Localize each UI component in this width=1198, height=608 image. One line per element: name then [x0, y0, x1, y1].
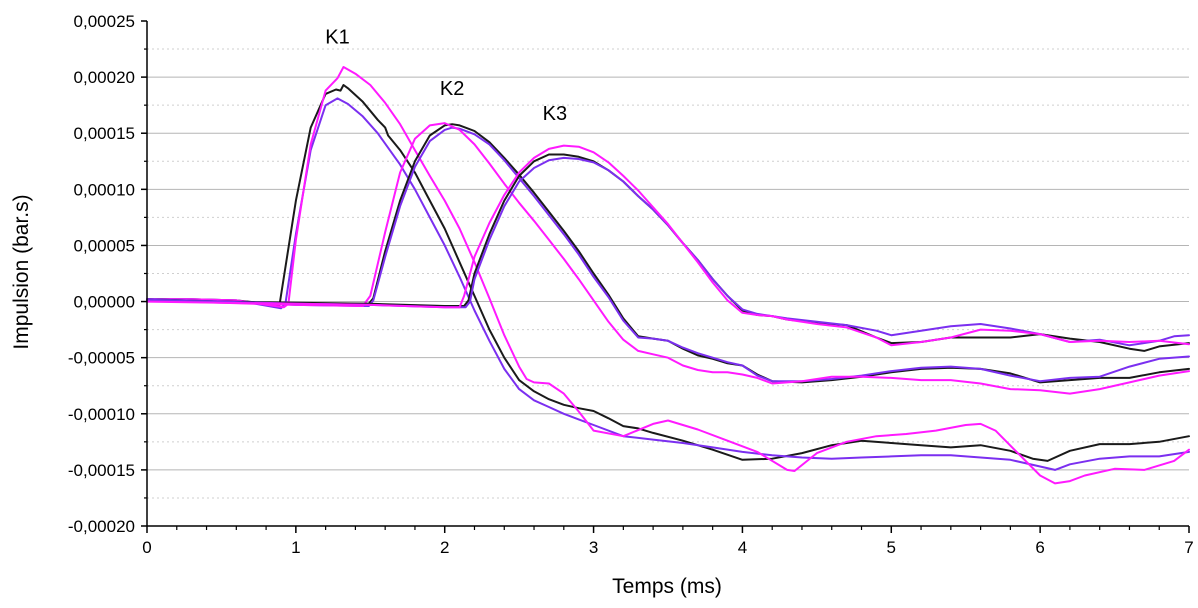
series-line-k1-black [146, 84, 1190, 462]
x-tick-label: 3 [589, 538, 598, 557]
annotation-k2: K2 [440, 78, 464, 100]
x-tick-label: 5 [887, 538, 896, 557]
y-tick-label: 0,00005 [74, 236, 135, 255]
tick-labels: -0,00020 -0,00015 -0,00010 -0,00005 0,00000 0… [68, 12, 1194, 557]
x-tick-label: 4 [738, 538, 747, 557]
y-tick-label: 0,00000 [74, 293, 135, 312]
series-line-k1-violet [146, 97, 1190, 471]
y-tick-label: 0,00010 [74, 180, 135, 199]
annotation-k1: K1 [325, 26, 349, 48]
annotations: K1 K2 K3 [325, 26, 567, 124]
y-tick-label: -0,00005 [68, 349, 135, 368]
x-axis-title: Temps (ms) [612, 575, 722, 598]
y-tick-label: 0,00015 [74, 124, 135, 143]
x-tick-label: 7 [1184, 538, 1193, 557]
y-tick-label: 0,00025 [74, 12, 135, 31]
x-tick-label: 2 [440, 538, 449, 557]
y-tick-label: -0,00015 [68, 461, 135, 480]
x-tick-label: 0 [142, 538, 151, 557]
series-line-k1-magenta [146, 66, 1190, 485]
axes [141, 20, 1190, 533]
y-tick-label: -0,00010 [68, 405, 135, 424]
y-tick-label: 0,00020 [74, 68, 135, 87]
x-tick-label: 6 [1035, 538, 1044, 557]
series-line-k2-violet [146, 126, 1190, 383]
series-lines [146, 66, 1190, 485]
y-axis-title: Impulsion (bar.s) [10, 194, 33, 349]
series-line-k3-magenta [146, 144, 1190, 347]
annotation-k3: K3 [543, 103, 567, 125]
y-tick-label: -0,00020 [68, 517, 135, 536]
grid-lines [147, 48, 1189, 499]
x-tick-label: 1 [291, 538, 300, 557]
series-line-k3-black [146, 153, 1190, 352]
series-line-k2-magenta [146, 122, 1190, 395]
